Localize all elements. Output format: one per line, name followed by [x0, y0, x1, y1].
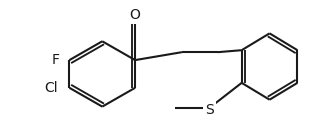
Text: Cl: Cl [45, 81, 58, 95]
Text: F: F [51, 53, 59, 67]
Text: O: O [130, 8, 141, 22]
Text: S: S [206, 103, 214, 117]
